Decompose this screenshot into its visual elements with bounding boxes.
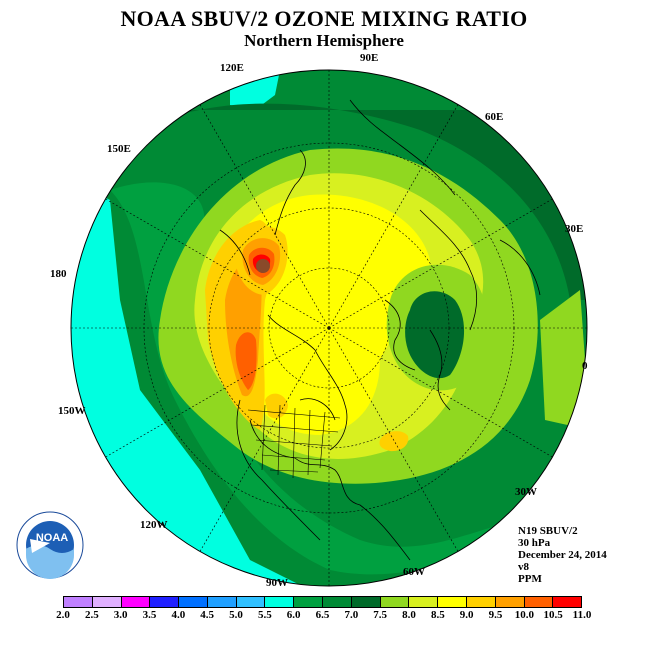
colorbar-swatch (351, 597, 381, 607)
colorbar-label: 3.0 (113, 609, 128, 621)
longitude-label: 120W (140, 519, 168, 531)
field-9.0-south (379, 431, 409, 452)
colorbar-swatch (323, 597, 352, 607)
meridian-line (328, 198, 553, 329)
longitude-label: 180 (50, 268, 67, 280)
colorbar-label: 5.5 (257, 609, 272, 621)
longitude-label: 60W (403, 566, 425, 578)
noaa-logo: NOAA (16, 511, 84, 579)
coastlines (219, 99, 541, 561)
colorbar-label: 2.5 (84, 609, 99, 621)
page-subtitle: Northern Hemisphere (244, 31, 404, 50)
colorbar-label: 3.5 (142, 609, 157, 621)
dataset-info: N19 SBUV/2 30 hPa December 24, 2014 v8 P… (518, 525, 607, 585)
colorbar-swatch (466, 597, 496, 607)
colorbar-swatch (409, 597, 439, 607)
meridians (71, 70, 587, 586)
colorbar-swatch (207, 597, 237, 607)
field-low-center (405, 291, 465, 379)
field-10.0-west (235, 332, 257, 390)
colorbar-label: 8.5 (430, 609, 445, 621)
colorbar-label: 7.0 (344, 609, 359, 621)
colorbar-label: 11.0 (572, 609, 592, 621)
longitude-label: 120E (220, 62, 244, 74)
colorbar-swatch (553, 597, 582, 607)
colorbar-swatch (64, 597, 93, 607)
longitude-label: 0 (582, 360, 588, 372)
colorbar-swatch (265, 597, 295, 607)
longitude-label: 90W (266, 577, 288, 589)
meridian-line (105, 327, 330, 458)
colorbar-label: 9.0 (459, 609, 474, 621)
field-cyan-region (71, 180, 330, 586)
us-state-boundaries (247, 404, 341, 479)
meridian-line (328, 327, 459, 552)
level-label: 30 hPa (518, 537, 551, 549)
colorbar-swatch (438, 597, 467, 607)
colorbar-label: 7.5 (373, 609, 388, 621)
noaa-logo-text: NOAA (36, 532, 68, 544)
colorbar-swatch (380, 597, 410, 607)
colorbar (63, 596, 582, 608)
meridian-line (328, 104, 459, 329)
longitude-label: 150W (58, 405, 86, 417)
colorbar-label: 10.0 (514, 609, 534, 621)
meridian-line (199, 327, 330, 552)
meridian-line (105, 198, 330, 329)
meridian-line (199, 104, 330, 329)
colorbar-swatch (92, 597, 122, 607)
colorbar-label: 4.5 (200, 609, 215, 621)
colorbar-swatch (179, 597, 208, 607)
colorbar-label: 5.0 (229, 609, 243, 621)
colorbar-label: 10.5 (543, 609, 563, 621)
colorbar-label: 6.0 (286, 609, 301, 621)
longitude-label: 90E (360, 52, 379, 64)
colorbar-label: 2.0 (56, 609, 70, 621)
meridian-line (328, 327, 553, 458)
globe-border (70, 69, 588, 587)
longitude-label: 30E (565, 223, 584, 235)
units-label: PPM (518, 573, 542, 585)
field-7.5-east (540, 290, 587, 430)
colorbar-label: 6.5 (315, 609, 330, 621)
colorbar-swatch (236, 597, 266, 607)
colorbar-label: 4.0 (171, 609, 186, 621)
colorbar-swatch (294, 597, 324, 607)
field-11.0-center (256, 259, 270, 273)
date-label: December 24, 2014 (518, 549, 607, 561)
longitude-label: 30W (515, 486, 537, 498)
colorbar-swatch (121, 597, 151, 607)
colorbar-label: 9.5 (488, 609, 503, 621)
colorbar-swatch (150, 597, 180, 607)
colorbar-label: 8.0 (402, 609, 416, 621)
page-title: NOAA SBUV/2 OZONE MIXING RATIO (120, 6, 528, 31)
satellite-label: N19 SBUV/2 (518, 525, 578, 537)
version-label: v8 (518, 561, 529, 573)
colorbar-swatch (524, 597, 554, 607)
longitude-label: 150E (107, 143, 131, 155)
colorbar-swatch (495, 597, 525, 607)
field-7.0-band (140, 103, 587, 300)
longitude-label: 60E (485, 111, 504, 123)
